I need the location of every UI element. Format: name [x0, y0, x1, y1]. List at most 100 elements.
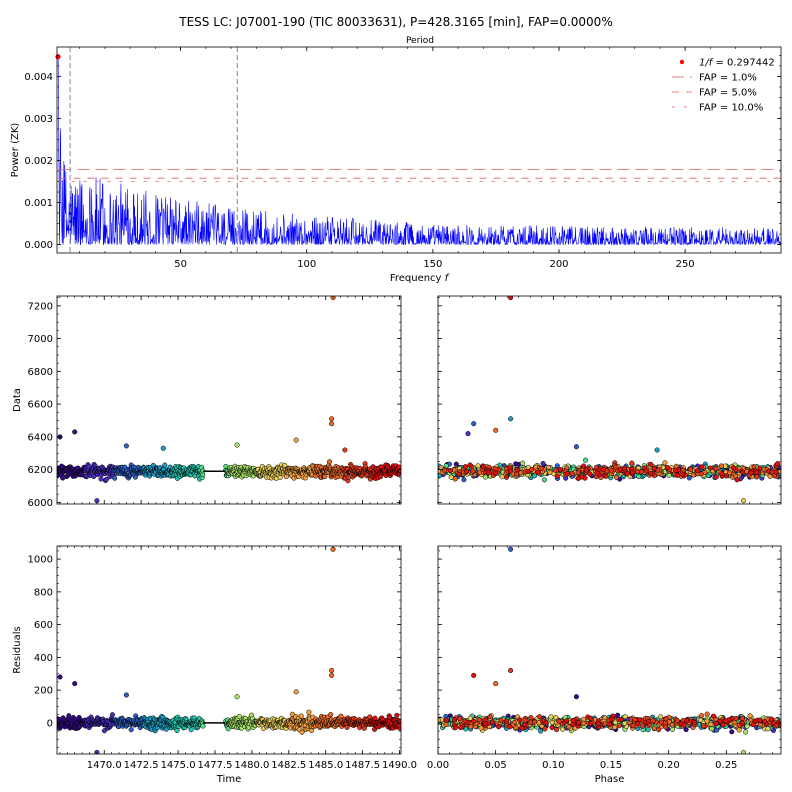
data-point	[684, 718, 690, 724]
outlier-point	[329, 416, 335, 422]
data-point	[527, 719, 534, 725]
data-point	[666, 472, 672, 478]
periodogram-xtick-label: 150	[423, 259, 442, 270]
residuals-vs-time-frame	[56, 545, 402, 755]
periodogram-ytick-label: 0.000	[24, 240, 53, 251]
data-point	[537, 714, 543, 720]
data-point	[101, 728, 107, 734]
residuals-vs-time-ytick-label: 200	[34, 686, 53, 697]
data-point	[464, 468, 470, 475]
outlier-point	[234, 694, 240, 700]
data-point	[299, 729, 305, 735]
data-vs-time-ytick-label: 7200	[28, 301, 53, 312]
data-point	[200, 723, 206, 729]
outlier-point	[329, 667, 335, 674]
outlier-point	[508, 296, 514, 301]
data-point	[580, 720, 586, 726]
data-point	[582, 457, 589, 463]
data-point	[630, 469, 636, 475]
data-point	[520, 460, 526, 466]
data-point	[630, 723, 636, 729]
data-point	[525, 468, 531, 475]
data-point	[648, 461, 654, 467]
data-point	[496, 724, 502, 730]
data-point	[540, 460, 546, 467]
data-point	[492, 470, 499, 476]
data-point	[607, 721, 613, 727]
peak-point	[55, 54, 61, 60]
data-point	[467, 462, 473, 468]
data-point	[557, 467, 564, 473]
data-point	[162, 462, 168, 468]
residuals-vs-time-chart: 0 200 400 600 800 1000 1470.0 1472.5 1475.0 1477.…	[12, 545, 417, 785]
data-point	[461, 477, 467, 483]
data-point	[444, 717, 450, 723]
data-vs-phase-points	[438, 296, 781, 504]
outlier-point	[72, 429, 78, 435]
data-point	[713, 721, 719, 727]
data-point	[447, 468, 453, 474]
outlier-point	[741, 749, 747, 754]
data-point	[603, 473, 609, 479]
outlier-point	[508, 416, 514, 422]
figure-title: TESS LC: J07001-190 (TIC 80033631), P=42…	[178, 15, 612, 29]
data-point	[467, 715, 473, 721]
data-point	[236, 714, 242, 720]
data-point	[328, 712, 334, 718]
outlier-point	[573, 694, 579, 700]
data-point	[754, 474, 760, 480]
data-point	[575, 720, 582, 726]
data-point	[458, 725, 464, 731]
data-point	[708, 721, 714, 727]
periodogram-xtick-label: 100	[297, 259, 316, 270]
data-point	[587, 471, 593, 477]
data-point	[519, 725, 525, 731]
data-point	[720, 722, 726, 728]
data-point	[618, 716, 624, 723]
data-point	[730, 465, 736, 471]
data-point	[569, 471, 575, 477]
data-point	[650, 718, 656, 724]
data-point	[740, 469, 746, 475]
data-point	[452, 725, 458, 731]
outlier-point	[465, 431, 471, 437]
data-point	[595, 721, 601, 727]
legend-peak-marker	[679, 59, 685, 65]
data-point	[751, 464, 757, 470]
data-point	[306, 709, 312, 715]
data-point	[601, 466, 607, 472]
top-axis-label: Period	[406, 36, 434, 46]
outlier-point	[573, 444, 579, 450]
data-point	[656, 727, 662, 733]
residuals-vs-time-ylabel: Residuals	[12, 626, 23, 673]
residuals-vs-time-xtick-label: 1490.0	[382, 760, 417, 771]
data-point	[690, 472, 696, 478]
data-point	[541, 477, 547, 483]
residuals-vs-time-ytick-label: 1000	[28, 555, 53, 566]
periodogram-ytick-label: 0.002	[24, 156, 53, 167]
data-point	[581, 463, 587, 469]
data-point	[442, 467, 448, 473]
data-point	[556, 718, 562, 724]
data-point	[277, 474, 283, 481]
outlier-point	[471, 421, 477, 427]
residuals-vs-phase-frame	[437, 545, 782, 755]
data-point	[103, 476, 109, 482]
data-point	[548, 714, 554, 720]
data-point	[713, 466, 719, 472]
outlier-point	[123, 443, 129, 449]
data-vs-time-ytick-label: 6800	[28, 367, 53, 378]
data-point	[679, 471, 685, 477]
data-point	[514, 467, 520, 473]
data-point	[468, 724, 474, 730]
data-point	[743, 729, 749, 735]
data-point	[713, 474, 719, 480]
data-point	[644, 468, 650, 474]
data-point	[112, 475, 118, 481]
data-point	[734, 477, 740, 483]
data-point	[700, 723, 706, 729]
residuals-vs-phase-xtick-label: 0.25	[715, 760, 737, 771]
data-point	[583, 467, 589, 473]
data-vs-phase-chart	[437, 295, 782, 505]
